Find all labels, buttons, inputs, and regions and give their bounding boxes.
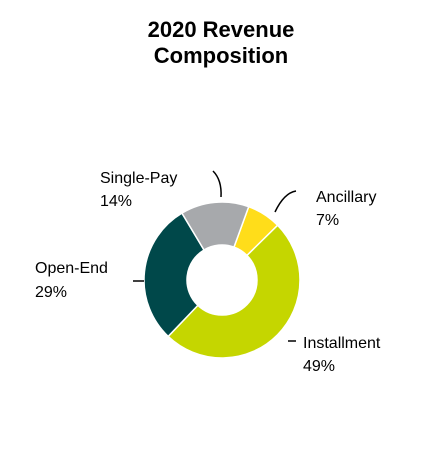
label-single-pay-name: Single-Pay	[100, 170, 177, 187]
slice-installment	[167, 224, 301, 359]
label-open-end-value: 29%	[35, 284, 67, 301]
chart-title: 2020 Revenue Composition	[0, 17, 442, 69]
slice-open-end	[143, 212, 206, 338]
donut-slices	[143, 201, 301, 359]
slice-single-pay	[180, 201, 250, 251]
label-installment-value: 49%	[303, 358, 335, 375]
chart-title-line-2: Composition	[153, 43, 289, 68]
label-installment-name: Installment	[303, 335, 381, 352]
leader-line-ancillary	[274, 190, 297, 213]
label-ancillary-value: 7%	[316, 212, 339, 229]
chart-title-line-1: 2020 Revenue	[147, 17, 295, 42]
label-single-pay-value: 14%	[100, 193, 132, 210]
label-open-end-name: Open-End	[35, 260, 108, 277]
leader-line-single-pay	[212, 170, 222, 198]
label-ancillary-name: Ancillary	[316, 189, 376, 206]
